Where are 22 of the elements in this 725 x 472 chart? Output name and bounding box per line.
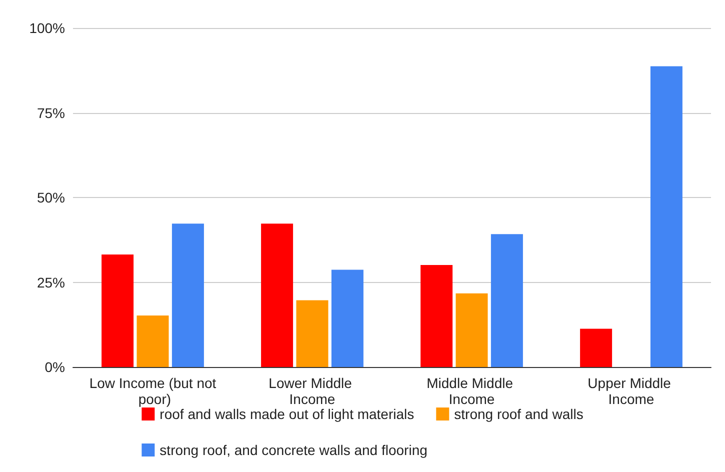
- y-tick-label: 0%: [44, 359, 65, 375]
- y-tick-label: 100%: [29, 20, 65, 36]
- bar: [490, 234, 523, 367]
- bar: [650, 66, 682, 367]
- bar: [172, 224, 204, 367]
- y-tick-label: 25%: [36, 274, 65, 290]
- bar: [261, 224, 294, 367]
- y-tick-label: 75%: [36, 104, 65, 121]
- x-tick-label: Lower Middle Income: [268, 375, 356, 407]
- legend-label: strong roof, and concrete walls and flooring: [160, 442, 428, 458]
- x-tick-label: Upper Middle Income: [588, 375, 675, 407]
- x-tick-label: Low Income (but not poor): [89, 375, 216, 407]
- bar: [580, 328, 612, 367]
- bar: [296, 300, 328, 367]
- bar: [456, 293, 488, 367]
- legend-label: roof and walls made out of light materials: [160, 406, 414, 422]
- y-tick-label: 50%: [36, 190, 65, 206]
- bar: [331, 270, 364, 367]
- legend-label: strong roof and walls: [454, 406, 584, 422]
- bar: [420, 264, 453, 367]
- bar: [136, 315, 169, 367]
- bar: [102, 254, 134, 367]
